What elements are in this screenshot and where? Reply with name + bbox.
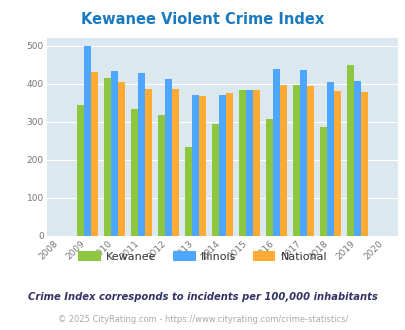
Bar	[130, 109, 137, 236]
Bar	[83, 46, 90, 236]
Legend: Kewanee, Illinois, National: Kewanee, Illinois, National	[74, 247, 331, 267]
Bar	[319, 127, 326, 236]
Bar	[272, 69, 279, 236]
Bar	[306, 86, 313, 236]
Bar	[360, 92, 367, 236]
Bar	[225, 93, 232, 236]
Bar	[191, 95, 198, 236]
Text: © 2025 CityRating.com - https://www.cityrating.com/crime-statistics/: © 2025 CityRating.com - https://www.city…	[58, 315, 347, 324]
Bar	[245, 90, 252, 236]
Bar	[171, 88, 178, 236]
Bar	[265, 119, 272, 236]
Bar	[157, 115, 164, 236]
Bar	[198, 96, 205, 236]
Bar	[299, 70, 306, 236]
Bar	[184, 147, 191, 236]
Bar	[117, 82, 124, 236]
Bar	[103, 78, 111, 236]
Bar	[218, 95, 225, 236]
Bar	[326, 82, 333, 236]
Bar	[77, 105, 83, 236]
Bar	[211, 124, 218, 236]
Bar	[238, 90, 245, 236]
Bar	[252, 90, 259, 236]
Text: Kewanee Violent Crime Index: Kewanee Violent Crime Index	[81, 12, 324, 26]
Bar	[333, 91, 340, 236]
Bar	[346, 65, 353, 236]
Bar	[292, 85, 299, 236]
Bar	[137, 73, 145, 236]
Bar	[279, 85, 286, 236]
Bar	[145, 88, 151, 236]
Bar	[164, 79, 171, 236]
Bar	[111, 71, 117, 236]
Bar	[353, 81, 360, 236]
Text: Crime Index corresponds to incidents per 100,000 inhabitants: Crime Index corresponds to incidents per…	[28, 292, 377, 302]
Bar	[90, 72, 98, 236]
